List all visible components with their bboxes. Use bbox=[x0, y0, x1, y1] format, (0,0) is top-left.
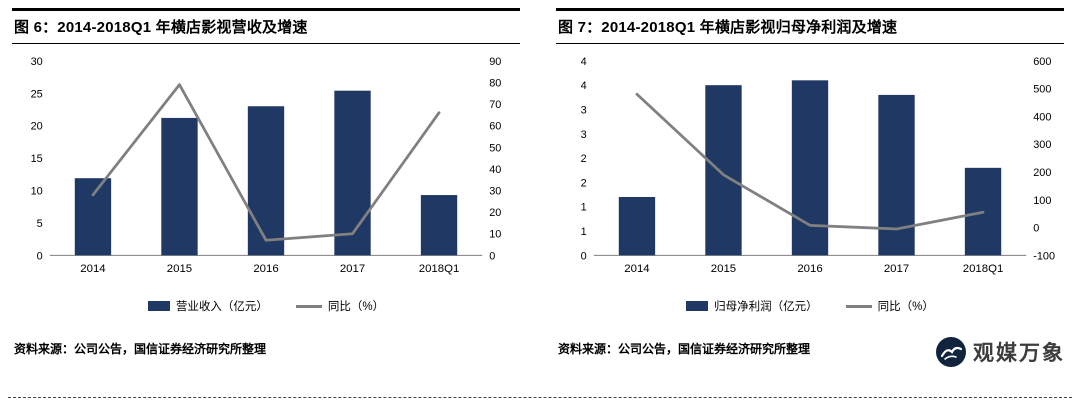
legend-label-yoy: 同比（%） bbox=[877, 301, 934, 313]
svg-text:3: 3 bbox=[581, 104, 587, 116]
legend-figure-7: 归母净利润（亿元） 同比（%） bbox=[556, 298, 1064, 314]
svg-text:5: 5 bbox=[37, 218, 43, 230]
legend-item-net-profit: 归母净利润（亿元） bbox=[686, 298, 818, 314]
charts-row: 图 6：2014-2018Q1 年横店影视营收及增速 0 5 10 15 20 25 30 0… bbox=[12, 8, 1064, 357]
svg-text:0: 0 bbox=[581, 250, 587, 262]
bar-swatch-icon bbox=[686, 301, 709, 311]
svg-text:0: 0 bbox=[1033, 223, 1039, 235]
svg-text:10: 10 bbox=[31, 185, 43, 197]
svg-text:20: 20 bbox=[489, 207, 501, 219]
svg-text:100: 100 bbox=[1033, 195, 1051, 207]
chart-figure-6: 0 5 10 15 20 25 30 0 10 20 30 40 50 60 70 80 90 2014 2015 2… bbox=[31, 56, 502, 275]
line-swatch-icon bbox=[295, 304, 322, 308]
bar-swatch-icon bbox=[147, 301, 170, 311]
svg-text:400: 400 bbox=[1033, 111, 1051, 123]
svg-text:25: 25 bbox=[31, 88, 43, 100]
svg-text:200: 200 bbox=[1033, 167, 1051, 179]
svg-text:2017: 2017 bbox=[884, 263, 909, 275]
source-note-figure-7: 资料来源：公司公告，国信证券经济研究所整理 bbox=[558, 342, 811, 356]
svg-text:2015: 2015 bbox=[711, 263, 736, 275]
chart-figure-7: 0 1 1 2 2 3 3 4 4 -100 0 100 200 300 400 500 600 2014 2015… bbox=[581, 56, 1055, 275]
chart-panel-figure-6: 图 6：2014-2018Q1 年横店影视营收及增速 0 5 10 15 20 25 30 0… bbox=[12, 8, 520, 357]
legend-item-revenue: 营业收入（亿元） bbox=[147, 298, 268, 314]
svg-text:600: 600 bbox=[1033, 56, 1051, 68]
svg-text:1: 1 bbox=[581, 226, 587, 238]
svg-text:30: 30 bbox=[31, 56, 43, 68]
bird-logo-icon bbox=[936, 337, 966, 367]
watermark: 观媒万象 bbox=[936, 337, 1065, 367]
legend-item-yoy: 同比（%） bbox=[295, 298, 385, 314]
svg-text:40: 40 bbox=[489, 164, 501, 176]
svg-text:20: 20 bbox=[31, 121, 43, 133]
svg-text:2015: 2015 bbox=[167, 263, 192, 275]
svg-text:90: 90 bbox=[489, 56, 501, 68]
svg-text:1: 1 bbox=[581, 202, 587, 214]
legend-label-yoy: 同比（%） bbox=[327, 301, 385, 313]
chart-title-figure-7: 图 7：2014-2018Q1 年横店影视归母净利润及增速 bbox=[556, 8, 1064, 44]
line-swatch-icon bbox=[845, 304, 872, 308]
chart-title-figure-6: 图 6：2014-2018Q1 年横店影视营收及增速 bbox=[12, 8, 520, 44]
legend-label-revenue: 营业收入（亿元） bbox=[175, 301, 268, 313]
legend-item-yoy: 同比（%） bbox=[845, 298, 934, 314]
svg-text:2018Q1: 2018Q1 bbox=[963, 263, 1004, 275]
svg-text:0: 0 bbox=[37, 250, 43, 262]
svg-text:2016: 2016 bbox=[253, 263, 278, 275]
svg-text:2014: 2014 bbox=[80, 263, 106, 275]
svg-text:15: 15 bbox=[31, 153, 43, 165]
svg-text:3: 3 bbox=[581, 129, 587, 141]
svg-text:4: 4 bbox=[581, 56, 587, 68]
svg-text:60: 60 bbox=[489, 121, 501, 133]
legend-label-net-profit: 归母净利润（亿元） bbox=[714, 301, 818, 313]
watermark-text: 观媒万象 bbox=[973, 342, 1065, 365]
svg-text:0: 0 bbox=[489, 250, 495, 262]
svg-text:50: 50 bbox=[489, 142, 501, 154]
legend-figure-6: 营业收入（亿元） 同比（%） bbox=[12, 298, 520, 314]
svg-text:4: 4 bbox=[581, 80, 587, 92]
svg-text:30: 30 bbox=[489, 185, 501, 197]
svg-text:2016: 2016 bbox=[797, 263, 822, 275]
svg-text:2017: 2017 bbox=[340, 263, 365, 275]
bottom-dashed-divider bbox=[8, 397, 1072, 398]
svg-text:2: 2 bbox=[581, 177, 587, 189]
source-note-figure-6: 资料来源：公司公告，国信证券经济研究所整理 bbox=[14, 342, 267, 356]
svg-text:2018Q1: 2018Q1 bbox=[419, 263, 460, 275]
svg-text:2: 2 bbox=[581, 153, 587, 165]
svg-text:2014: 2014 bbox=[624, 263, 650, 275]
svg-text:10: 10 bbox=[489, 229, 501, 241]
chart-panel-figure-7: 图 7：2014-2018Q1 年横店影视归母净利润及增速 0 1 1 2 2 3 3 4 4 -… bbox=[556, 8, 1064, 357]
svg-text:300: 300 bbox=[1033, 139, 1051, 151]
svg-text:80: 80 bbox=[489, 77, 501, 89]
svg-text:70: 70 bbox=[489, 99, 501, 111]
svg-text:-100: -100 bbox=[1033, 250, 1055, 262]
svg-text:500: 500 bbox=[1033, 84, 1051, 96]
